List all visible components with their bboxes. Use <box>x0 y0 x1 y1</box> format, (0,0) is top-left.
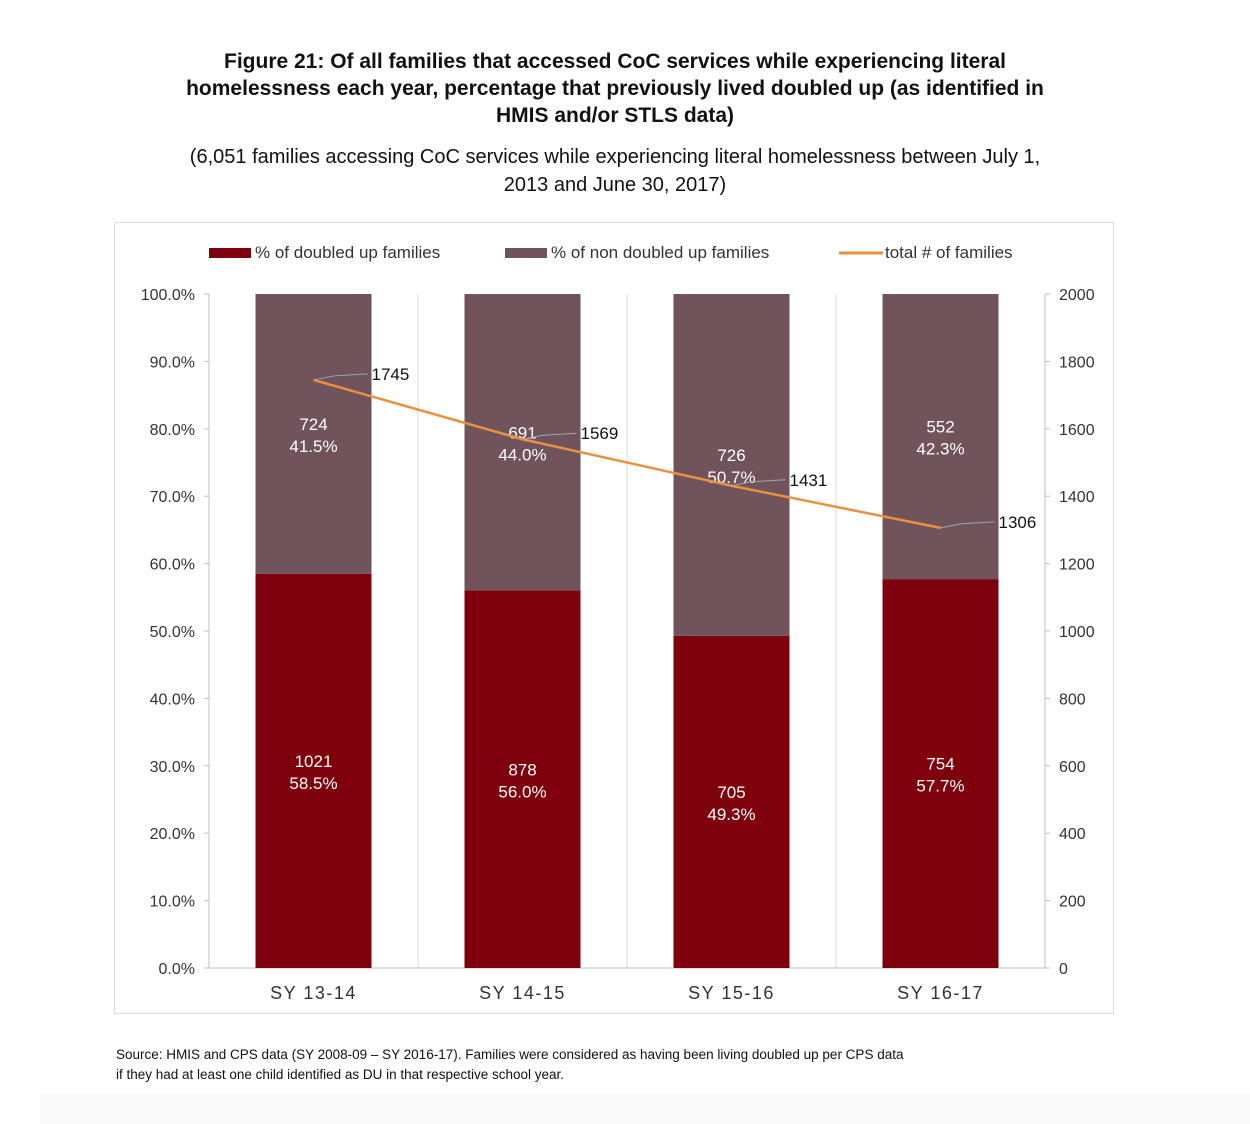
data-label-total: 1569 <box>581 424 619 443</box>
source-line-2: if they had at least one child identifie… <box>116 1067 565 1082</box>
left-tick-label: 30.0% <box>150 759 195 776</box>
data-label-non-doubled-count: 726 <box>717 446 745 465</box>
stacked-bar-chart: 0.0% 10.0% 20.0% 30.0% 40.0% 50.0% 60.0% 70.0% 8… <box>141 243 1095 1003</box>
bar-non-doubled-up <box>882 294 999 580</box>
bar-non-doubled-up <box>464 294 581 591</box>
right-tick-label: 1000 <box>1059 624 1095 641</box>
subtitle-line-1: (6,051 families accessing CoC services w… <box>189 146 1041 168</box>
bar-doubled-up <box>255 573 372 968</box>
source-line-1: Source: HMIS and CPS data (SY 2008-09 – … <box>116 1047 904 1062</box>
footer-band <box>40 1094 1250 1124</box>
right-tick-label: 600 <box>1059 759 1086 776</box>
data-label-non-doubled-pct: 50.7% <box>707 468 755 487</box>
x-tick-label: SY 15-16 <box>688 983 775 1003</box>
left-tick-label: 90.0% <box>150 354 195 371</box>
data-label-non-doubled-pct: 44.0% <box>498 445 546 464</box>
legend-swatch-doubled <box>209 248 251 258</box>
legend-label-non-doubled: % of non doubled up families <box>551 243 769 262</box>
left-tick-label: 70.0% <box>150 489 195 506</box>
data-label-doubled-count: 1021 <box>295 752 333 771</box>
x-tick-label: SY 14-15 <box>479 983 566 1003</box>
left-tick-label: 10.0% <box>150 894 195 911</box>
data-label-total: 1306 <box>999 513 1037 532</box>
left-tick-label: 100.0% <box>141 287 195 304</box>
left-tick-label: 20.0% <box>150 826 195 843</box>
data-label-doubled-count: 878 <box>508 760 536 779</box>
data-label-doubled-pct: 57.7% <box>916 777 964 796</box>
source-note: Source: HMIS and CPS data (SY 2008-09 – … <box>116 1045 1126 1085</box>
data-label-non-doubled-pct: 41.5% <box>289 437 337 456</box>
left-tick-label: 0.0% <box>159 961 195 978</box>
right-tick-label: 2000 <box>1059 287 1095 304</box>
subtitle-line-2: 2013 and June 30, 2017) <box>503 174 727 196</box>
chart-frame: 0.0% 10.0% 20.0% 30.0% 40.0% 50.0% 60.0% 70.0% 8… <box>114 222 1114 1014</box>
left-tick-label: 60.0% <box>150 557 195 574</box>
data-label-total: 1431 <box>790 471 828 490</box>
legend-label-total: total # of families <box>885 243 1013 262</box>
title-line-2: homelessness each year, percentage that … <box>186 77 1044 100</box>
total-families-line <box>313 378 941 530</box>
chart-subtitle: (6,051 families accessing CoC services w… <box>100 143 1130 199</box>
data-label-doubled-pct: 49.3% <box>707 805 755 824</box>
left-tick-label: 40.0% <box>150 691 195 708</box>
leader-line <box>313 373 368 381</box>
leader-line <box>522 432 577 440</box>
bar-doubled-up <box>673 635 790 968</box>
bar-doubled-up <box>464 590 581 968</box>
data-label-doubled-count: 705 <box>717 783 745 802</box>
data-label-doubled-pct: 56.0% <box>498 782 546 801</box>
data-label-non-doubled-count: 552 <box>926 418 954 437</box>
bar-non-doubled-up <box>673 294 790 636</box>
right-tick-label: 800 <box>1059 691 1086 708</box>
data-label-total: 1745 <box>372 365 410 384</box>
leader-line <box>731 479 786 487</box>
title-line-1: Figure 21: Of all families that accessed… <box>224 50 1006 73</box>
legend-swatch-non-doubled <box>505 248 547 258</box>
right-tick-label: 1800 <box>1059 354 1095 371</box>
data-label-doubled-count: 754 <box>926 755 954 774</box>
data-label-non-doubled-pct: 42.3% <box>916 440 964 459</box>
right-tick-label: 1400 <box>1059 489 1095 506</box>
left-tick-label: 80.0% <box>150 422 195 439</box>
right-tick-label: 200 <box>1059 894 1086 911</box>
data-label-non-doubled-count: 724 <box>299 415 327 434</box>
x-tick-label: SY 16-17 <box>897 983 984 1003</box>
chart-title: Figure 21: Of all families that accessed… <box>100 48 1130 129</box>
title-line-3: HMIS and/or STLS data) <box>495 104 734 127</box>
data-label-doubled-pct: 58.5% <box>289 774 337 793</box>
bar-non-doubled-up <box>255 294 372 574</box>
right-tick-label: 1600 <box>1059 422 1095 439</box>
right-tick-label: 1200 <box>1059 557 1095 574</box>
x-tick-label: SY 13-14 <box>270 983 357 1003</box>
bar-doubled-up <box>882 579 999 968</box>
right-tick-label: 400 <box>1059 826 1086 843</box>
leader-line <box>940 521 995 529</box>
left-tick-label: 50.0% <box>150 624 195 641</box>
legend-label-doubled: % of doubled up families <box>255 243 440 262</box>
right-tick-label: 0 <box>1059 961 1068 978</box>
